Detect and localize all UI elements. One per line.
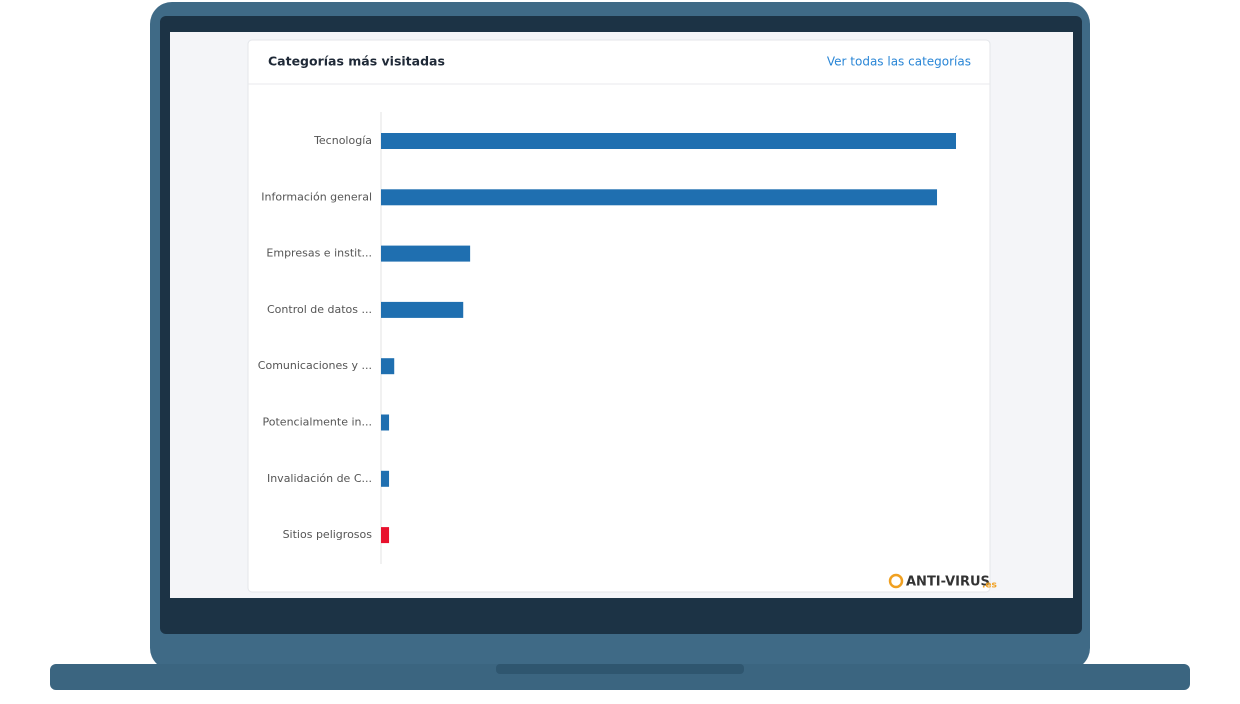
category-label: Información general — [261, 190, 372, 203]
category-label: Control de datos ... — [267, 303, 372, 316]
bar — [381, 414, 390, 431]
bar — [381, 358, 395, 375]
bar — [381, 301, 464, 318]
category-label: Invalidación de C... — [267, 472, 372, 485]
category-label: Potencialmente in... — [263, 416, 372, 429]
bar — [381, 189, 938, 206]
watermark-brand: ANTI-VIRUS — [906, 575, 990, 590]
category-label: Empresas e instit... — [266, 247, 372, 260]
category-label: Tecnología — [313, 134, 372, 147]
watermark-suffix: .es — [982, 581, 997, 591]
hinge-notch — [496, 664, 744, 674]
bar — [381, 527, 390, 544]
bar — [381, 133, 956, 149]
card-title: Categorías más visitadas — [268, 54, 445, 69]
category-label: Comunicaciones y ... — [258, 359, 372, 372]
logo-icon — [888, 573, 904, 589]
bar — [381, 245, 471, 262]
view-all-link[interactable]: Ver todas las categorías — [827, 55, 971, 69]
laptop-base — [50, 664, 1190, 690]
category-label: Sitios peligrosos — [283, 528, 373, 541]
bar — [381, 470, 390, 487]
card — [247, 39, 991, 593]
